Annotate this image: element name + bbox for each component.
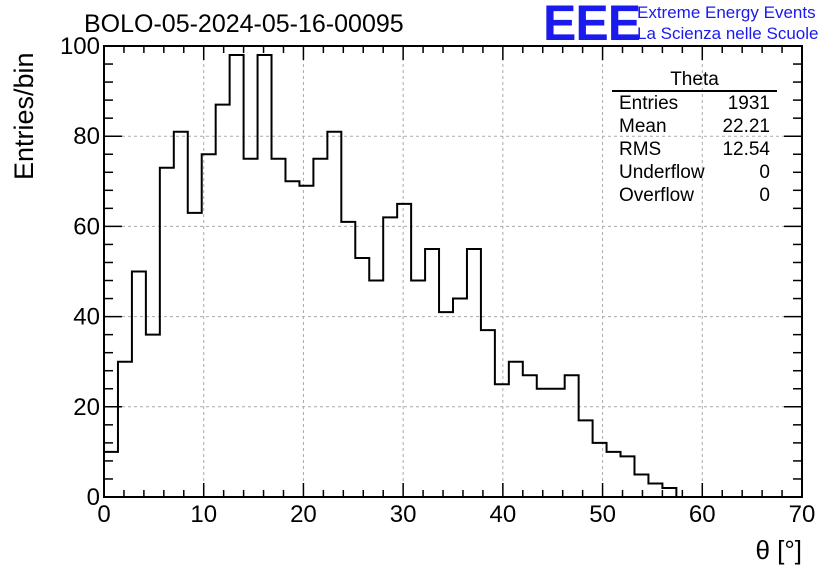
histogram-bin bbox=[481, 330, 495, 497]
histogram-bin bbox=[299, 186, 313, 497]
y-tick-label: 40 bbox=[73, 304, 100, 331]
stats-row-underflow: Underflow 0 bbox=[612, 161, 777, 184]
histogram-bin bbox=[258, 55, 272, 497]
x-axis-label: θ [°] bbox=[755, 535, 802, 565]
histogram-bin bbox=[425, 249, 439, 497]
histogram-bin bbox=[537, 389, 551, 497]
histogram-bin bbox=[313, 159, 327, 497]
histogram-bin bbox=[327, 132, 341, 497]
eee-logo-mark: EEE bbox=[543, 0, 641, 51]
x-tick-label: 60 bbox=[689, 501, 716, 528]
stats-label: Entries bbox=[619, 93, 679, 114]
histogram-bin bbox=[634, 474, 648, 497]
stats-row-overflow: Overflow 0 bbox=[612, 184, 777, 207]
y-tick-label: 60 bbox=[73, 213, 100, 240]
histogram-bin bbox=[285, 181, 299, 497]
x-tick-label: 70 bbox=[789, 501, 816, 528]
y-tick-label: 20 bbox=[73, 394, 100, 421]
histogram-bin bbox=[579, 420, 593, 497]
histogram-bins bbox=[104, 55, 676, 497]
stats-row-mean: Mean 22.21 bbox=[612, 115, 777, 138]
stats-row-entries: Entries 1931 bbox=[612, 92, 777, 115]
stats-box: Theta Entries 1931 Mean 22.21 RMS 12.54 … bbox=[612, 70, 777, 207]
histogram-bin bbox=[202, 154, 216, 497]
stats-label: RMS bbox=[619, 139, 662, 160]
histogram-bin bbox=[648, 483, 662, 497]
histogram-bin bbox=[509, 362, 523, 497]
grid-lines bbox=[104, 46, 802, 497]
histogram-bin bbox=[355, 258, 369, 497]
histogram-bin bbox=[188, 213, 202, 497]
logo-text-line2: La Scienza nelle Scuole bbox=[637, 24, 819, 43]
stats-row-rms: RMS 12.54 bbox=[612, 138, 777, 161]
histogram-bin bbox=[523, 375, 537, 497]
histogram-bin bbox=[467, 249, 481, 497]
histogram-bin bbox=[244, 159, 258, 497]
histogram-bin bbox=[397, 204, 411, 497]
x-tick-label: 50 bbox=[589, 501, 616, 528]
stats-value: 1931 bbox=[727, 93, 770, 114]
histogram-bin bbox=[495, 384, 509, 497]
stats-label: Mean bbox=[619, 116, 667, 137]
y-tick-label: 80 bbox=[73, 123, 100, 150]
stats-value: 22.21 bbox=[722, 116, 770, 137]
y-tick-label: 0 bbox=[87, 484, 100, 511]
stats-label: Underflow bbox=[619, 162, 705, 183]
histogram-bin bbox=[216, 105, 230, 497]
stats-value: 0 bbox=[759, 162, 770, 183]
histogram-bin bbox=[551, 389, 565, 497]
histogram-bin bbox=[383, 217, 397, 497]
stats-value: 0 bbox=[759, 185, 770, 206]
x-tick-label: 30 bbox=[390, 501, 417, 528]
x-tick-labels: 0 10 20 30 40 50 60 70 bbox=[97, 501, 815, 528]
plot-frame bbox=[103, 45, 803, 498]
histogram-bin bbox=[230, 55, 244, 497]
histogram-bin bbox=[453, 299, 467, 497]
y-tick-label: 100 bbox=[60, 33, 100, 60]
histogram-bin bbox=[593, 443, 607, 497]
histogram-bin bbox=[607, 452, 621, 497]
x-tick-label: 10 bbox=[190, 501, 217, 528]
histogram-bin bbox=[118, 362, 132, 497]
logo-text-line1: Extreme Energy Events bbox=[637, 3, 816, 22]
x-tick-label: 40 bbox=[490, 501, 517, 528]
histogram-bin bbox=[132, 272, 146, 498]
histogram-bin bbox=[662, 488, 676, 497]
histogram-bin bbox=[272, 159, 286, 497]
chart-title: BOLO-05-2024-05-16-00095 bbox=[84, 10, 404, 38]
histogram-bin bbox=[104, 452, 118, 497]
y-axis-label: Entries/bin bbox=[9, 52, 39, 180]
stats-box-title: Theta bbox=[612, 70, 777, 92]
histogram-bin bbox=[565, 375, 579, 497]
y-tick-labels: 0 20 40 60 80 100 bbox=[60, 33, 100, 511]
histogram-bin bbox=[369, 281, 383, 497]
histogram-bin bbox=[174, 132, 188, 497]
x-tick-label: 20 bbox=[290, 501, 317, 528]
histogram-bin bbox=[146, 335, 160, 497]
stats-value: 12.54 bbox=[722, 139, 770, 160]
stats-label: Overflow bbox=[619, 185, 694, 206]
histogram-bin bbox=[411, 281, 425, 497]
histogram-outline bbox=[103, 54, 802, 498]
histogram-bin bbox=[341, 222, 355, 497]
histogram-bin bbox=[439, 312, 453, 497]
histogram-bin bbox=[160, 168, 174, 497]
x-tick-label: 0 bbox=[97, 501, 110, 528]
